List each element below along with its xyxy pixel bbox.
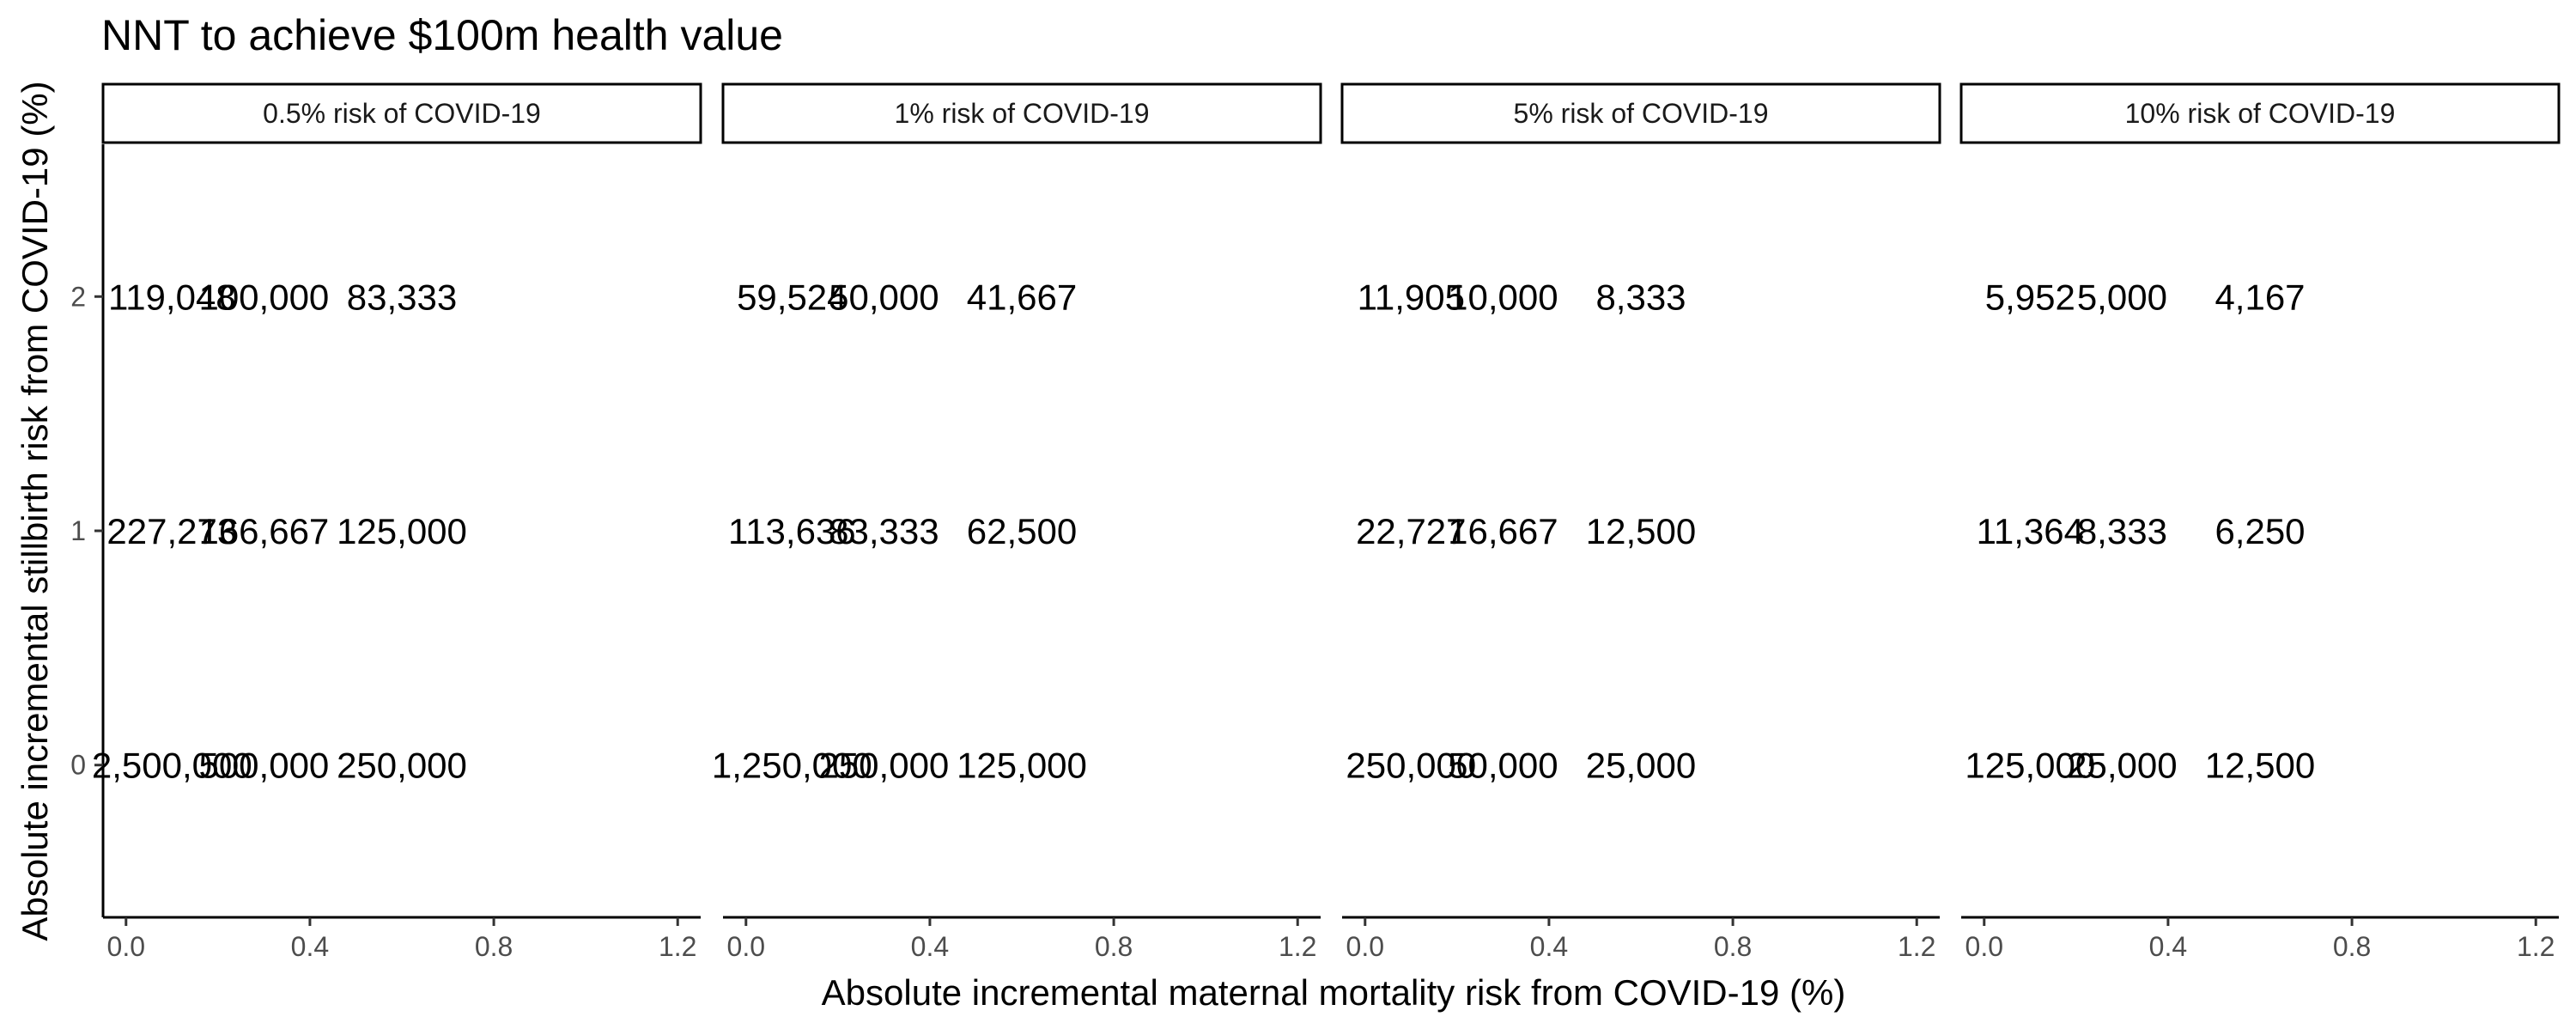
facet-strip-label: 5% risk of COVID-19 — [1514, 98, 1769, 129]
data-label: 2,500,000 — [92, 746, 252, 786]
x-tick-label: 1.2 — [1898, 931, 1935, 962]
data-label: 5,952 — [1985, 277, 2075, 317]
data-label: 25,000 — [2067, 746, 2177, 786]
data-label: 250,000 — [1346, 746, 1476, 786]
x-tick-label: 0.0 — [727, 931, 765, 962]
data-label: 22,727 — [1356, 511, 1466, 551]
y-tick-label: 1 — [70, 515, 86, 546]
chart-title: NNT to achieve $100m health value — [101, 11, 783, 59]
facet-panel-1: 1% risk of COVID-19 0.0 0.4 0.8 1.2 1,250,000… — [712, 82, 1322, 962]
facet-strip-label: 0.5% risk of COVID-19 — [263, 98, 541, 129]
data-label: 119,048 — [108, 277, 236, 317]
data-label: 25,000 — [1586, 746, 1696, 786]
facet-strip-box — [1959, 82, 2561, 144]
x-tick-label: 0.8 — [1714, 931, 1752, 962]
data-label: 1,250,000 — [712, 746, 872, 786]
facet-strip-box — [1340, 82, 1941, 144]
y-tick-label: 0 — [70, 750, 86, 781]
x-tick-label: 0.8 — [1095, 931, 1133, 962]
x-tick-label: 0.8 — [475, 931, 513, 962]
facet-panel-3: 10% risk of COVID-19 0.0 0.4 0.8 1.2 125,0002… — [1959, 82, 2561, 962]
x-tick-label: 0.4 — [911, 931, 949, 962]
data-label: 50,000 — [1448, 746, 1558, 786]
data-label: 6,250 — [2215, 511, 2305, 551]
x-tick-label: 0.0 — [1346, 931, 1384, 962]
x-axis-title: Absolute incremental maternal mortality … — [822, 972, 1846, 1013]
data-label: 50,000 — [829, 277, 939, 317]
data-label: 500,000 — [198, 746, 329, 786]
data-label: 125,000 — [1965, 746, 2095, 786]
data-label: 166,667 — [198, 511, 329, 551]
x-tick-label: 0.0 — [1965, 931, 2003, 962]
data-label: 125,000 — [957, 746, 1087, 786]
data-label: 8,333 — [1595, 277, 1686, 317]
facet-panel-0: 0.5% risk of COVID-19 0.0 0.4 0.8 1.2 0 1 2 2,50… — [70, 82, 702, 962]
y-axis-title: Absolute incremental stillbirth risk fro… — [15, 81, 55, 941]
x-tick-label: 0.0 — [107, 931, 145, 962]
y-tick-label: 2 — [70, 281, 86, 312]
facet-panels: 0.5% risk of COVID-19 0.0 0.4 0.8 1.2 0 1 2 2,50… — [70, 82, 2561, 962]
data-label: 12,500 — [2205, 746, 2315, 786]
x-tick-label: 1.2 — [2517, 931, 2555, 962]
data-label: 83,333 — [829, 511, 939, 551]
data-label: 125,000 — [337, 511, 467, 551]
data-label: 12,500 — [1586, 511, 1696, 551]
facet-panel-2: 5% risk of COVID-19 0.0 0.4 0.8 1.2 250,00050… — [1340, 82, 1941, 962]
facet-strip-label: 1% risk of COVID-19 — [895, 98, 1150, 129]
facet-strip-box — [101, 82, 702, 144]
x-tick-label: 0.4 — [2149, 931, 2187, 962]
x-tick-label: 0.8 — [2333, 931, 2371, 962]
data-label: 4,167 — [2215, 277, 2305, 317]
data-label: 250,000 — [818, 746, 949, 786]
x-tick-label: 1.2 — [1279, 931, 1316, 962]
data-label: 10,000 — [1448, 277, 1558, 317]
data-label: 250,000 — [337, 746, 467, 786]
data-label: 59,524 — [737, 277, 847, 317]
data-label: 8,333 — [2077, 511, 2167, 551]
facet-strip-box — [721, 82, 1322, 144]
data-label: 11,905 — [1358, 277, 1465, 317]
data-label: 113,636 — [728, 511, 856, 551]
x-tick-label: 0.4 — [291, 931, 329, 962]
x-tick-label: 0.4 — [1530, 931, 1568, 962]
data-label: 100,000 — [198, 277, 329, 317]
data-label: 11,364 — [1977, 511, 2084, 551]
data-label: 5,000 — [2077, 277, 2167, 317]
data-label: 227,273 — [106, 511, 237, 551]
data-label: 83,333 — [347, 277, 457, 317]
data-label: 16,667 — [1448, 511, 1558, 551]
x-tick-label: 1.2 — [659, 931, 696, 962]
facet-strip-label: 10% risk of COVID-19 — [2125, 98, 2396, 129]
data-label: 41,667 — [967, 277, 1077, 317]
data-label: 62,500 — [967, 511, 1077, 551]
